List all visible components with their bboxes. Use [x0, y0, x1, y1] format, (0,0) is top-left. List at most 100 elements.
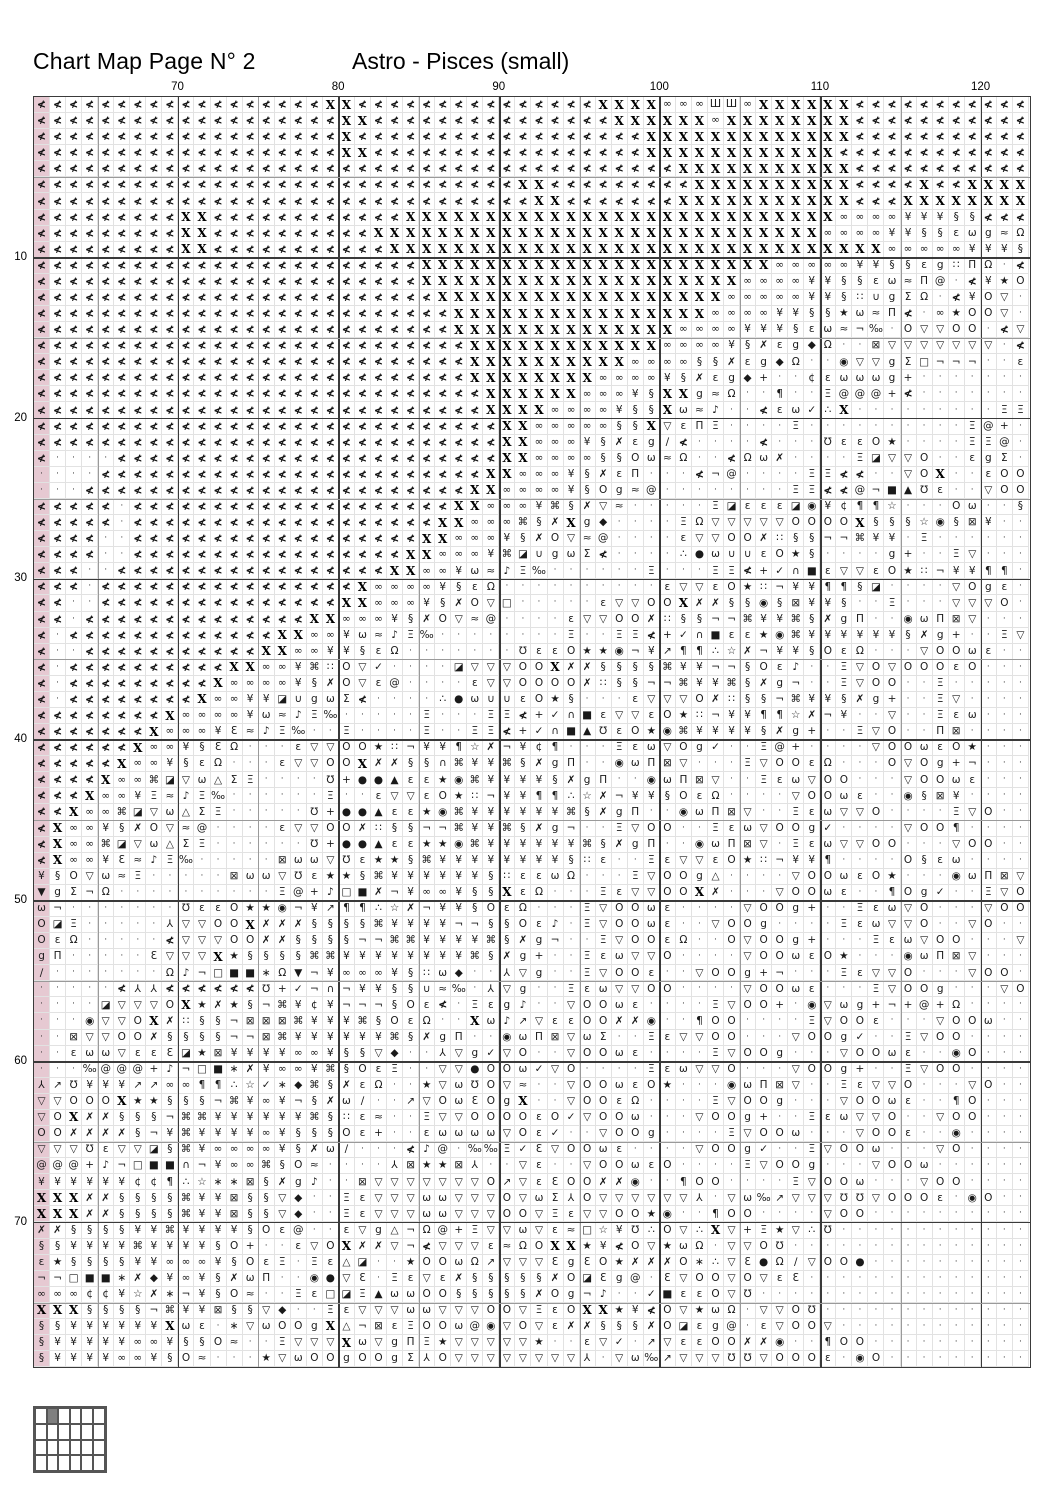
stitch-cell: ∞	[226, 675, 243, 692]
stitch-cell: ≮	[242, 273, 259, 290]
stitch-cell: ▽	[531, 1351, 548, 1368]
stitch-cell: ▽	[499, 1351, 516, 1368]
stitch-cell: ·	[788, 1206, 805, 1223]
stitch-cell: ≮	[178, 595, 195, 612]
stitch-cell: ·	[772, 466, 789, 483]
stitch-cell: X	[788, 129, 805, 146]
stitch-cell: ∞	[178, 1077, 195, 1094]
stitch-cell: ≮	[306, 145, 323, 162]
stitch-cell: ·	[788, 1109, 805, 1126]
stitch-cell: +	[852, 1061, 869, 1078]
stitch-cell: ≮	[34, 627, 51, 644]
stitch-cell: ·	[948, 1158, 965, 1175]
stitch-cell: ¥	[226, 1126, 243, 1143]
stitch-cell: ∗	[226, 1318, 243, 1336]
stitch-cell: ·	[884, 772, 901, 789]
stitch-cell: ¥	[290, 675, 307, 692]
stitch-cell: ¬	[194, 1158, 211, 1175]
stitch-cell: ≮	[34, 113, 51, 130]
stitch-cell: ↗	[499, 1174, 516, 1191]
stitch-cell: ≮	[322, 354, 339, 371]
stitch-cell: X	[804, 113, 821, 130]
stitch-cell: ≮	[50, 418, 67, 435]
stitch-cell: O	[756, 1045, 773, 1062]
stitch-cell: ■	[226, 965, 243, 982]
stitch-cell: ¥	[210, 1109, 227, 1126]
stitch-cell: ¥	[354, 949, 371, 966]
stitch-cell: ¶	[451, 740, 468, 757]
stitch-cell: ɛ	[868, 273, 885, 290]
stitch-cell: O	[354, 1061, 371, 1078]
stitch-cell: ≮	[258, 289, 275, 307]
stitch-cell: O	[820, 1254, 837, 1271]
stitch-cell: ≮	[210, 145, 227, 162]
stitch-cell: O	[900, 1158, 917, 1175]
stitch-cell: ■	[162, 1158, 179, 1175]
stitch-cell: ¬	[451, 916, 468, 934]
stitch-cell: ·	[932, 370, 949, 387]
stitch-cell: X	[226, 659, 243, 676]
stitch-cell: ◉	[804, 997, 821, 1014]
stitch-cell: ·	[403, 691, 420, 708]
stitch-cell: §	[804, 547, 821, 564]
stitch-cell: ≮	[146, 659, 163, 676]
stitch-cell: ✗	[643, 611, 660, 628]
stitch-cell: ★	[435, 772, 452, 789]
stitch-cell: §	[467, 884, 484, 901]
stitch-cell: ≮	[82, 611, 99, 628]
stitch-cell: ≮	[467, 386, 484, 403]
stitch-cell: ¥	[515, 804, 532, 821]
stitch-cell: ∞	[675, 322, 692, 339]
stitch-cell: ∞	[98, 788, 115, 805]
stitch-cell: X	[515, 177, 532, 194]
stitch-cell: Ξ	[820, 466, 837, 483]
stitch-cell: §	[242, 1190, 259, 1207]
stitch-cell: ·	[691, 1093, 708, 1110]
stitch-cell: ≮	[34, 370, 51, 387]
stitch-cell: O	[34, 933, 51, 950]
stitch-cell: ▽	[483, 1206, 500, 1223]
stitch-cell: ∞	[162, 740, 179, 757]
stitch-cell: ≮	[210, 981, 227, 998]
stitch-cell: ¬	[82, 884, 99, 901]
stitch-cell: X	[467, 225, 484, 242]
stitch-cell: ·	[772, 1029, 789, 1046]
stitch-cell: ∩	[788, 563, 805, 580]
stitch-cell: O	[659, 868, 676, 885]
stitch-cell: ▽	[467, 1335, 484, 1352]
stitch-cell: ·	[852, 1318, 869, 1336]
stitch-cell: §	[756, 691, 773, 708]
stitch-cell: ·	[114, 884, 131, 901]
stitch-cell: □	[338, 884, 355, 901]
stitch-cell: ●	[370, 772, 388, 789]
stitch-cell: ɛ	[130, 1045, 147, 1062]
stitch-cell: X	[788, 97, 805, 114]
stitch-cell: ·	[900, 1238, 917, 1255]
stitch-cell: ·	[932, 434, 949, 451]
stitch-cell: ∞	[258, 1093, 275, 1110]
stitch-cell: ≮	[98, 482, 115, 499]
stitch-cell: ∷	[724, 691, 741, 708]
stitch-cell: ·	[1012, 965, 1029, 982]
stitch-cell: X	[916, 177, 933, 194]
stitch-cell: §	[34, 1238, 51, 1255]
stitch-cell: ⊠	[691, 772, 708, 789]
page-map-cell	[92, 1423, 105, 1440]
stitch-cell: X	[515, 338, 532, 355]
stitch-cell: ▽	[387, 788, 404, 805]
stitch-cell: ɛ	[499, 900, 516, 917]
stitch-cell: O	[868, 868, 885, 885]
stitch-cell: ·	[675, 563, 692, 580]
stitch-cell: ¢	[98, 1286, 115, 1303]
stitch-cell: ·	[916, 1093, 933, 1110]
stitch-cell: ·	[836, 1286, 853, 1303]
stitch-cell: ▽	[756, 756, 773, 773]
stitch-cell: Ξ	[643, 852, 660, 869]
stitch-cell: ɛ	[772, 402, 789, 419]
stitch-cell: ✗	[419, 1029, 436, 1046]
stitch-cell: ≮	[419, 482, 436, 499]
stitch-cell: ¬	[419, 820, 436, 837]
stitch-cell: O	[852, 1142, 869, 1159]
stitch-cell: ▽	[499, 1045, 516, 1062]
stitch-cell: ↗	[643, 1335, 660, 1352]
